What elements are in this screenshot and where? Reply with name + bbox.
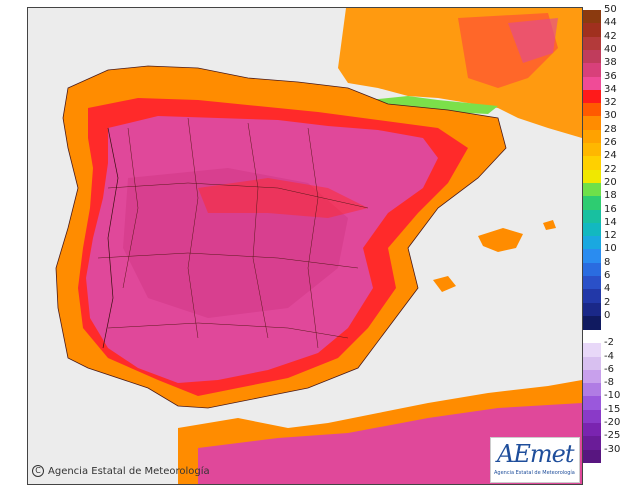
legend-label-pos-7: 32 [604,97,617,109]
legend-label-pos-3: 40 [604,43,617,55]
legend-swatch-pos-13 [583,182,601,197]
legend-swatch-neg-5 [583,409,601,424]
legend-label-pos-5: 36 [604,70,617,82]
aemet-logo: AEmet Agencia Estatal de Meteorología [490,437,580,483]
legend-swatch-pos-19 [583,262,601,277]
legend-swatch-pos-20 [583,276,601,290]
legend-label-pos-19: 8 [604,256,611,268]
balearic-islands [478,228,523,252]
map-graphic [28,8,582,484]
legend-swatch-pos-9 [583,129,601,144]
aemet-logo-subtext: Agencia Estatal de Meteorología [494,470,575,476]
copyright-text: Agencia Estatal de Meteorología [48,466,210,477]
legend-swatch-neg-8 [583,449,601,464]
legend-swatch-neg-2 [583,369,601,384]
legend-swatch-neg-0 [583,343,601,357]
legend-label-pos-15: 16 [604,203,617,215]
province-borders [97,117,369,349]
legend-label-pos-12: 22 [604,163,617,175]
legend-swatch-pos-16 [583,222,601,237]
legend-label-neg-1: -4 [604,350,614,362]
legend-swatch-pos-5 [583,76,601,91]
legend-label-pos-14: 18 [604,190,617,202]
legend-label-pos-22: 2 [604,296,611,308]
pyrenees-cool [368,96,498,114]
legend-label-pos-4: 38 [604,57,617,69]
legend-swatch-pos-8 [583,116,601,131]
legend-label-neg-3: -8 [604,377,614,389]
legend-swatch-neg-4 [583,396,601,411]
legend-swatch-pos-6 [583,89,601,104]
legend-swatch-neg-1 [583,356,601,371]
legend-swatch-pos-15 [583,209,601,224]
legend-label-neg-8: -30 [604,443,621,455]
copyright-notice: C Agencia Estatal de Meteorología [32,465,210,477]
legend-label-neg-4: -10 [604,390,621,402]
legend-swatch-pos-18 [583,249,601,264]
copyright-icon: C [32,465,44,477]
legend-swatch-pos-23 [583,315,601,330]
legend-swatch-pos-7 [583,103,601,117]
legend-label-neg-7: -25 [604,430,621,442]
aemet-logo-mark: AEmet [497,440,574,468]
legend-label-pos-1: 44 [604,17,617,29]
legend-label-neg-2: -6 [604,363,614,375]
legend-swatch-pos-11 [583,156,601,171]
legend-label-neg-5: -15 [604,403,621,415]
legend-swatch-pos-17 [583,236,601,250]
legend-label-pos-20: 6 [604,270,611,281]
legend-swatch-pos-0 [583,10,601,24]
legend-label-pos-6: 34 [604,83,617,95]
legend-swatch-neg-6 [583,423,601,437]
legend-swatch-neg-3 [583,383,601,397]
legend-swatch-pos-14 [583,196,601,210]
legend-label-pos-10: 26 [604,137,617,148]
legend-swatch-pos-1 [583,23,601,38]
legend-label-pos-8: 30 [604,110,617,122]
legend-label-neg-0: -2 [604,337,614,349]
legend-label-pos-11: 24 [604,150,617,162]
legend-label-pos-17: 12 [604,230,617,242]
legend-swatch-pos-4 [583,63,601,77]
legend-label-pos-23: 0 [604,309,611,321]
legend-swatch-neg-7 [583,436,601,451]
legend-swatch-pos-2 [583,36,601,51]
legend-swatch-pos-3 [583,49,601,64]
legend-label-pos-2: 42 [604,30,617,42]
legend-swatch-pos-22 [583,302,601,317]
legend-label-pos-9: 28 [604,123,617,135]
legend-label-pos-0: 50 [604,4,617,15]
legend-label-neg-6: -20 [604,417,621,428]
legend-label-pos-21: 4 [604,283,611,295]
temperature-map [27,7,583,485]
legend-label-pos-18: 10 [604,243,617,255]
legend-label-pos-13: 20 [604,176,617,188]
legend-swatch-pos-10 [583,143,601,157]
legend-swatch-pos-21 [583,289,601,304]
legend-label-pos-16: 14 [604,216,617,228]
legend-swatch-pos-12 [583,169,601,184]
